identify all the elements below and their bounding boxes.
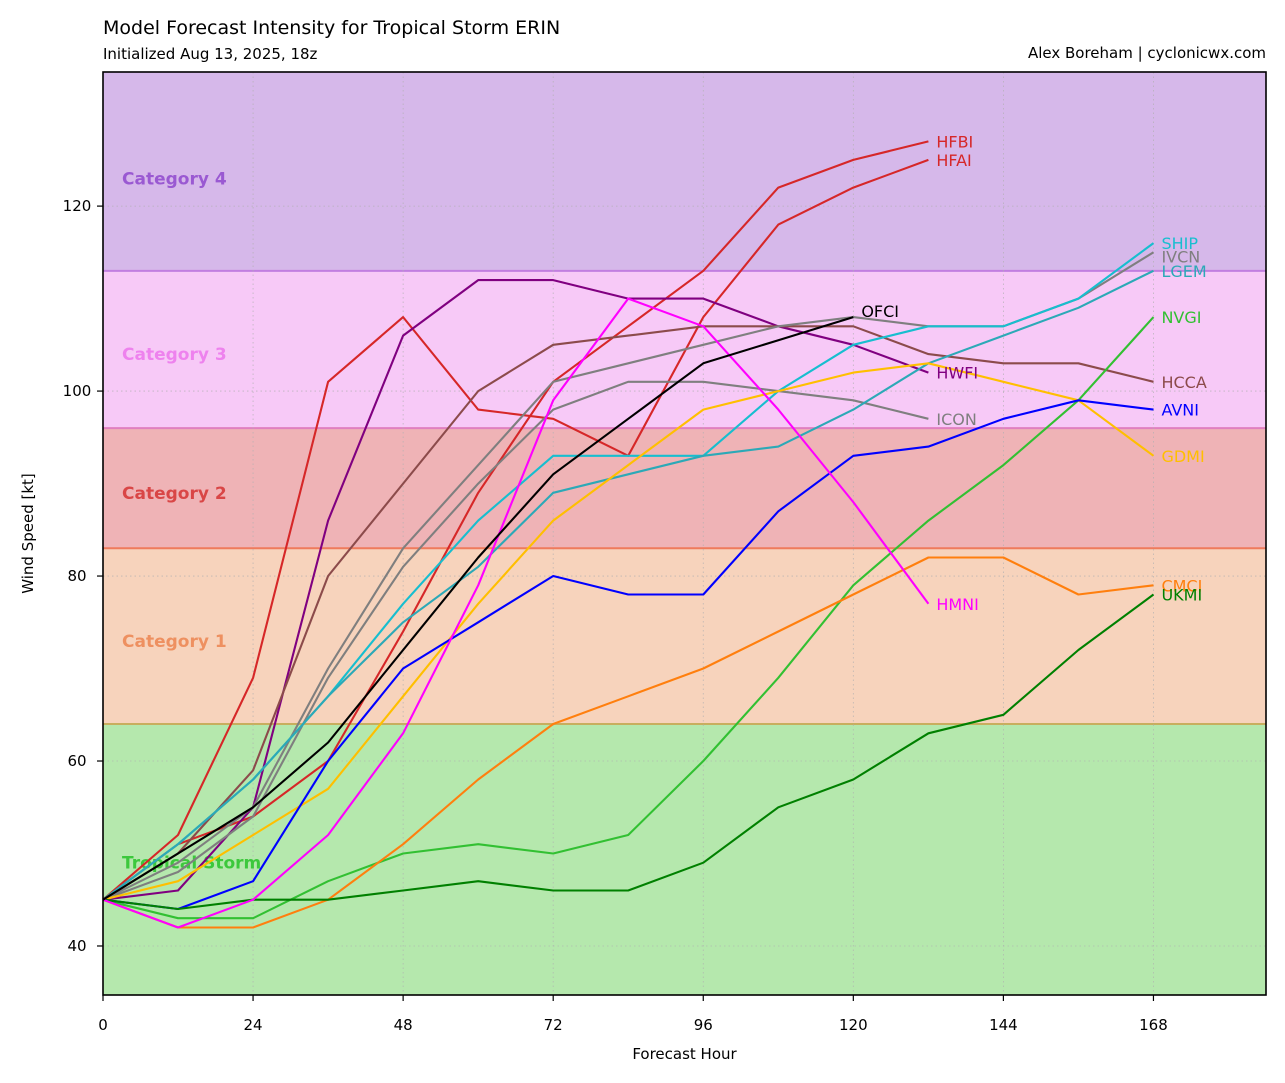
x-tick-label: 24: [244, 1016, 263, 1034]
series-label-ship: SHIP: [1161, 234, 1198, 253]
y-tick-label: 120: [63, 197, 92, 215]
x-tick-label: 0: [98, 1016, 108, 1034]
band-category-4: [103, 72, 1266, 271]
series-label-hmni: HMNI: [936, 595, 979, 614]
x-tick-label: 72: [544, 1016, 563, 1034]
series-label-ivcn: IVCN: [1161, 247, 1200, 266]
series-line-ukmi: [102, 593, 1155, 911]
band-label-category-1: Category 1: [122, 632, 227, 652]
band-tropical-storm: [103, 724, 1266, 995]
series-line-lgem: [102, 269, 1154, 901]
x-tick-label: 48: [394, 1016, 413, 1034]
chart-title: Model Forecast Intensity for Tropical St…: [103, 17, 561, 39]
series-label-ofci: OFCI: [861, 302, 899, 321]
series-label-avni: AVNI: [1161, 401, 1199, 420]
series-label-hfai: HFAI: [936, 151, 971, 170]
series-line-avni: [102, 399, 1154, 911]
band-label-category-2: Category 2: [122, 484, 227, 504]
plot-frame: [102, 71, 1267, 996]
x-tick-label: 144: [989, 1016, 1018, 1034]
series-label-gdmi: GDMI: [1161, 447, 1204, 466]
x-tick-label: 96: [694, 1016, 713, 1034]
y-tick-label: 100: [63, 382, 92, 400]
x-tick-label: 168: [1139, 1016, 1168, 1034]
x-tick-label: 120: [839, 1016, 868, 1034]
band-category-1: [103, 548, 1266, 725]
x-axis-label: Forecast Hour: [632, 1045, 737, 1063]
series-label-nvgi: NVGI: [1161, 308, 1201, 327]
y-axis-label: Wind Speed [kt]: [19, 473, 37, 594]
chart-credit: Alex Boreham | cyclonicwx.com: [1027, 44, 1266, 62]
series-line-nvgi: [102, 316, 1155, 920]
y-tick-label: 40: [67, 937, 86, 955]
y-tick-label: 60: [67, 752, 86, 770]
series-label-hwfi: HWFI: [936, 364, 978, 383]
series-line-hmni: [102, 297, 930, 929]
series-line-hfai: [102, 158, 929, 901]
series-line-icon: [102, 380, 929, 901]
series-label-hfbi: HFBI: [936, 132, 973, 151]
model-series: [102, 140, 1155, 929]
series-label-ukmi: UKMI: [1161, 586, 1202, 605]
series-label-lgem: LGEM: [1161, 262, 1206, 281]
category-bands: [103, 72, 1266, 995]
series-line-cmci: [102, 556, 1154, 929]
band-label-category-3: Category 3: [122, 345, 227, 365]
series-label-cmci: CMCI: [1161, 576, 1202, 595]
series-label-icon: ICON: [936, 410, 976, 429]
chart-subtitle: Initialized Aug 13, 2025, 18z: [103, 45, 318, 63]
axes: 0 24 48 72 96 120 144 168 40 60 80 100 120: [63, 197, 1168, 1034]
series-label-hcca: HCCA: [1161, 373, 1206, 392]
band-category-2: [103, 428, 1266, 549]
series-line-gdmi: [102, 362, 1155, 901]
y-tick-label: 80: [67, 567, 86, 585]
series-line-hwfi: [102, 279, 929, 901]
series-line-ofci: [102, 316, 854, 901]
band-label-category-4: Category 4: [122, 169, 227, 189]
series-line-hcca: [102, 325, 1154, 901]
